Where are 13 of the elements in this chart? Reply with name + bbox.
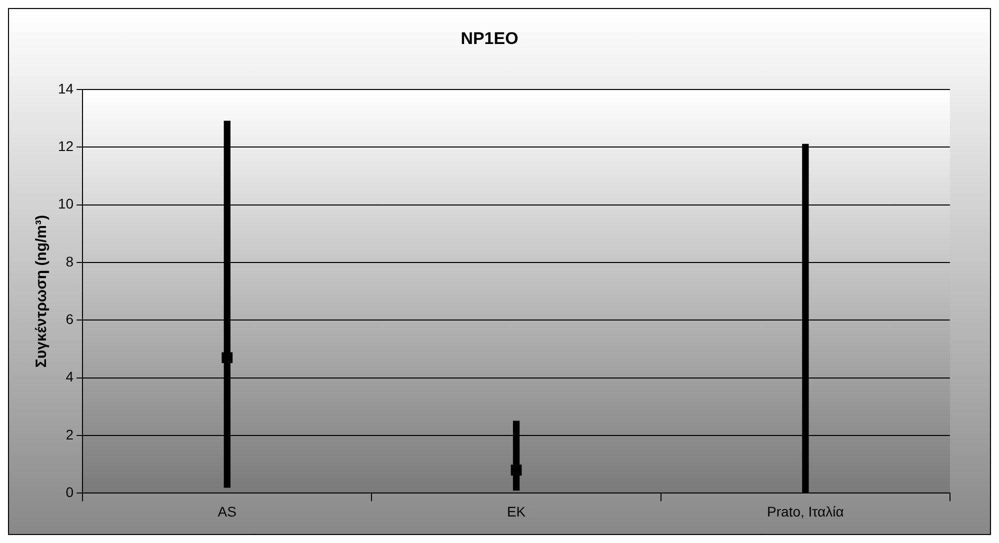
y-tick-label: 4 bbox=[66, 368, 74, 385]
x-tick-label: EK bbox=[506, 503, 526, 520]
x-tick-label: AS bbox=[218, 503, 236, 520]
chart-title: NP1EO bbox=[460, 28, 518, 48]
y-tick-label: 12 bbox=[58, 138, 74, 154]
y-tick-label: 14 bbox=[58, 80, 74, 96]
y-tick-label: 0 bbox=[66, 484, 74, 500]
x-tick-label: Prato, Ιταλία bbox=[767, 503, 844, 520]
y-tick-label: 2 bbox=[66, 426, 74, 442]
y-tick-label: 6 bbox=[66, 311, 74, 327]
y-axis-title: Συγκέντρωση (ng/m³) bbox=[33, 214, 50, 368]
y-tick-label: 8 bbox=[66, 253, 74, 270]
y-tick-label: 10 bbox=[58, 196, 74, 212]
